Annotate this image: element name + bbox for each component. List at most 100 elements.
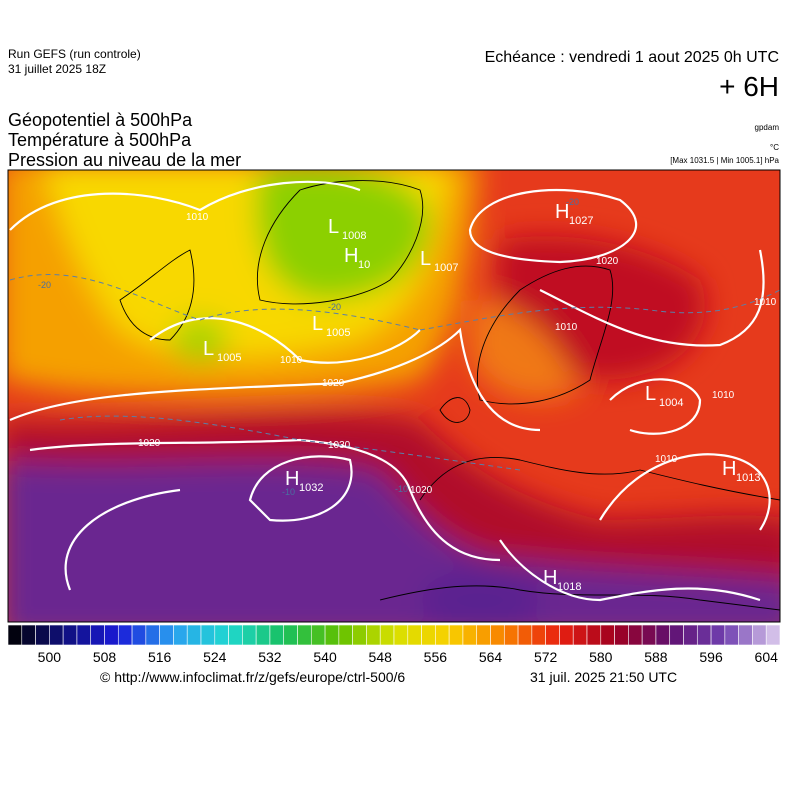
colorbar-cell [173,624,188,646]
colorbar-cell [104,624,119,646]
pressure-center-type: H [344,245,358,267]
temperature-label: -20 [328,302,341,312]
colorbar-tick-label: 548 [369,649,393,665]
colorbar-cell [393,624,409,646]
colorbar-cell [628,624,643,646]
colorbar-cell [572,624,588,646]
unit-label: [Max 1031.5 | Min 1005.1] hPa [670,156,779,165]
unit-label: gpdam [755,123,780,132]
colorbar-tick-label: 540 [313,649,337,665]
pressure-center-type: H [285,468,299,490]
colorbar-tick-label: 572 [534,649,558,665]
pressure-center-type: L [328,216,339,238]
pressure-center-value: 1007 [434,262,458,274]
field-label: Température à 500hPa [8,130,192,150]
pressure-center-value: 1032 [299,482,323,494]
temperature-label: -20 [38,280,51,290]
colorbar-tick-label: 588 [644,649,668,665]
isobar-label: 1010 [754,297,777,308]
colorbar-cell [738,624,753,646]
colorbar-cell [448,624,464,646]
generated-time: 31 juil. 2025 21:50 UTC [530,669,677,685]
colorbar-cell [186,624,202,646]
colorbar-cell [35,624,50,646]
colorbar-cell [765,624,781,646]
colorbar-cell [242,624,257,646]
colorbar-tick-label: 516 [148,649,172,665]
colorbar-cell [283,624,298,646]
colorbar-cell [76,624,92,646]
colorbar-cell [752,624,767,646]
pressure-center-value: 10 [358,259,370,271]
pressure-center-type: H [543,567,557,589]
colorbar-cell [641,624,657,646]
colorbar-cell [131,624,147,646]
map-frame [7,169,781,623]
isotherms [9,274,780,471]
isobar-label: 1010 [712,390,735,401]
colorbar-cell [545,624,560,646]
colorbar: 500 508 516 524 532 540 548 556 564 572 580 588 596 6… [7,624,781,665]
colorbar-cell [297,624,312,646]
colorbar-cell [255,624,271,646]
isobar-label: 1010 [555,322,578,333]
pressure-center-value: 1008 [342,230,366,242]
colorbar-tick-label: 556 [424,649,448,665]
colorbar-tick-label: 532 [258,649,282,665]
colorbar-tick-label: 508 [93,649,117,665]
colorbar-cell [159,624,174,646]
pressure-center-type: H [722,458,736,480]
colorbar-tick-label: 604 [755,649,779,665]
field-label: Géopotentiel à 500hPa [8,110,193,130]
colorbar-cell [490,624,505,646]
isobar-label: 1020 [322,378,345,389]
pressure-center-type: H [555,201,569,223]
colorbar-cell [214,624,229,646]
colorbar-cell [117,624,133,646]
pressure-center-type: L [645,383,656,405]
colorbar-cell [62,624,78,646]
colorbar-cell [696,624,712,646]
colorbar-cell [655,624,671,646]
colorbar-tick-label: 580 [589,649,613,665]
colorbar-cell [462,624,478,646]
run-date: 31 juillet 2025 18Z [8,62,106,76]
temperature-label: -20 [566,197,579,207]
colorbar-cell [310,624,326,646]
run-label: Run GEFS (run controle) [8,47,141,61]
colorbar-cell [559,624,574,646]
colorbar-cell [421,624,436,646]
colorbar-cell [517,624,533,646]
isobar-label: 1030 [328,440,351,451]
source-url: © http://www.infoclimat.fr/z/gefs/europe… [100,669,405,685]
temperature-label: -10 [395,484,408,494]
colorbar-cell [49,624,64,646]
temperature-label: -10 [282,487,295,497]
isobar-label: 1020 [138,438,161,449]
isobar-label: 1010 [280,355,303,366]
lead-time: + 6H [719,71,779,102]
echeance: Echéance : vendredi 1 aout 2025 0h UTC [485,49,779,66]
colorbar-cell [352,624,367,646]
colorbar-cell [145,624,160,646]
isobar-label: 1020 [410,485,433,496]
colorbar-cell [710,624,726,646]
colorbar-cell [21,624,36,646]
pressure-center-value: 1005 [326,327,350,339]
pressure-center-value: 1005 [217,352,241,364]
colorbar-cell [90,624,105,646]
colorbar-cell [669,624,684,646]
colorbar-tick-label: 596 [699,649,723,665]
colorbar-tick-label: 564 [479,649,503,665]
isobar-label: 1010 [655,454,678,465]
temperature-field [8,170,780,622]
isobar-label: 1020 [596,256,619,267]
colorbar-cell [614,624,629,646]
pressure-center-value: 1027 [569,215,593,227]
isobars [9,180,771,602]
colorbar-tick-label: 524 [203,649,227,665]
pressure-center-value: 1013 [736,472,760,484]
